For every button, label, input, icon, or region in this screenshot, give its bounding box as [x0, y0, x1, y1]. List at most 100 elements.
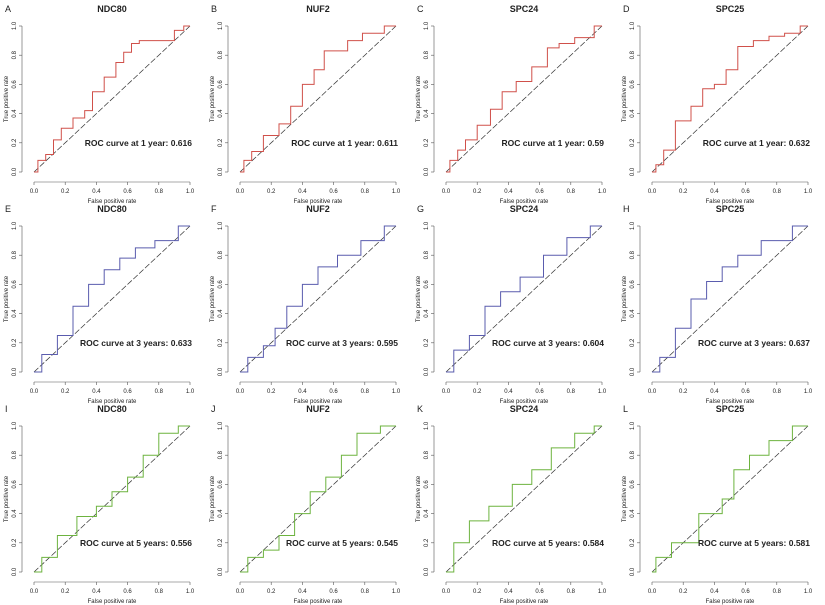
reference-diagonal — [445, 225, 603, 373]
x-tick-label: 0.2 — [267, 189, 276, 195]
roc-panel-l: L SPC25 0.0 0.0 0.2 0.2 0.4 0.4 0.6 0.6 0.8 0.8 1.0 1… — [622, 404, 813, 605]
y-tick-label: 0.8 — [218, 50, 224, 59]
x-tick-label: 0.6 — [741, 589, 750, 595]
x-tick-label: 0.8 — [567, 389, 576, 395]
x-tick-label: 0.6 — [535, 189, 544, 195]
roc-curve — [34, 425, 190, 573]
y-tick-label: 0.4 — [424, 309, 430, 318]
y-axis-label: True positive rate — [622, 275, 628, 322]
reference-diagonal — [33, 25, 191, 173]
reference-diagonal — [651, 25, 809, 173]
panel-title: NUF2 — [306, 404, 330, 414]
x-tick-label: 0.4 — [92, 389, 101, 395]
panel-title: SPC25 — [716, 404, 745, 414]
x-tick-label: 0.6 — [123, 589, 132, 595]
y-tick-label: 1.0 — [630, 21, 636, 30]
panel-title: NUF2 — [306, 4, 330, 14]
y-axis-label: True positive rate — [622, 475, 628, 522]
x-tick-label: 0.0 — [30, 389, 39, 395]
y-tick-label: 0.4 — [12, 109, 18, 118]
x-tick-label: 1.0 — [392, 589, 401, 595]
y-tick-label: 0.6 — [218, 480, 224, 489]
y-tick-label: 0.6 — [630, 480, 636, 489]
x-tick-label: 0.8 — [567, 189, 576, 195]
x-tick-label: 1.0 — [186, 189, 195, 195]
auc-annotation: ROC curve at 3 years: 0.604 — [492, 338, 604, 348]
y-axis-label: True positive rate — [210, 75, 216, 122]
y-axis-label: True positive rate — [416, 75, 422, 122]
y-axis-label: True positive rate — [4, 75, 10, 122]
x-tick-label: 0.8 — [155, 389, 164, 395]
y-tick-label: 0.0 — [424, 567, 430, 576]
y-tick-label: 0.4 — [218, 109, 224, 118]
y-tick-label: 0.2 — [630, 338, 636, 347]
panel-label: B — [211, 4, 217, 14]
x-tick-label: 0.8 — [155, 589, 164, 595]
y-tick-label: 0.8 — [12, 250, 18, 259]
x-tick-label: 0.0 — [648, 189, 657, 195]
roc-panel-c: C SPC24 0.0 0.0 0.2 0.2 0.4 0.4 0.6 0.6 0.8 0.8 1.0 1… — [416, 4, 607, 205]
x-tick-label: 0.6 — [123, 189, 132, 195]
x-tick-label: 0.0 — [236, 389, 245, 395]
auc-annotation: ROC curve at 5 years: 0.556 — [80, 538, 192, 548]
y-tick-label: 1.0 — [12, 221, 18, 230]
panel-label: J — [211, 404, 216, 414]
panel-label: C — [417, 4, 424, 14]
y-tick-label: 0.6 — [424, 480, 430, 489]
auc-annotation: ROC curve at 3 years: 0.633 — [80, 338, 192, 348]
x-tick-label: 0.2 — [267, 589, 276, 595]
y-tick-label: 0.0 — [630, 167, 636, 176]
y-tick-label: 0.8 — [12, 450, 18, 459]
panel-label: A — [5, 4, 11, 14]
y-tick-label: 0.4 — [630, 109, 636, 118]
x-tick-label: 0.2 — [61, 389, 70, 395]
auc-annotation: ROC curve at 5 years: 0.581 — [698, 538, 810, 548]
x-tick-label: 1.0 — [804, 189, 813, 195]
x-tick-label: 0.0 — [236, 589, 245, 595]
x-tick-label: 0.4 — [298, 189, 307, 195]
x-tick-label: 0.2 — [267, 389, 276, 395]
panel-title: SPC25 — [716, 204, 745, 214]
x-tick-label: 0.8 — [567, 589, 576, 595]
x-tick-label: 1.0 — [598, 389, 607, 395]
y-tick-label: 0.0 — [218, 567, 224, 576]
x-tick-label: 0.2 — [473, 389, 482, 395]
x-tick-label: 0.0 — [442, 389, 451, 395]
y-tick-label: 0.6 — [424, 80, 430, 89]
x-tick-label: 1.0 — [804, 389, 813, 395]
auc-annotation: ROC curve at 1 year: 0.632 — [703, 138, 811, 148]
x-tick-label: 0.6 — [741, 189, 750, 195]
y-tick-label: 0.6 — [424, 280, 430, 289]
x-tick-label: 1.0 — [392, 189, 401, 195]
roc-curve — [652, 425, 808, 573]
x-tick-label: 1.0 — [804, 589, 813, 595]
roc-curve — [240, 225, 396, 373]
reference-diagonal — [33, 225, 191, 373]
y-tick-label: 0.4 — [630, 509, 636, 518]
y-tick-label: 0.2 — [424, 138, 430, 147]
x-tick-label: 0.4 — [92, 189, 101, 195]
reference-diagonal — [239, 25, 397, 173]
y-tick-label: 1.0 — [630, 221, 636, 230]
y-tick-label: 0.8 — [12, 50, 18, 59]
y-tick-label: 0.4 — [424, 109, 430, 118]
y-tick-label: 0.0 — [12, 367, 18, 376]
auc-annotation: ROC curve at 1 year: 0.611 — [291, 138, 398, 148]
x-tick-label: 0.0 — [648, 589, 657, 595]
y-tick-label: 0.2 — [630, 138, 636, 147]
x-axis-label: False positive rate — [706, 199, 755, 205]
x-tick-label: 0.0 — [236, 189, 245, 195]
y-tick-label: 0.2 — [12, 138, 18, 147]
roc-panel-b: B NUF2 0.0 0.0 0.2 0.2 0.4 0.4 0.6 0.6 0.8 0.8 1.0 1.… — [210, 4, 401, 205]
x-tick-label: 0.6 — [741, 389, 750, 395]
roc-panel-f: F NUF2 0.0 0.0 0.2 0.2 0.4 0.4 0.6 0.6 0.8 0.8 1.0 1.… — [210, 204, 401, 405]
reference-diagonal — [445, 425, 603, 573]
x-axis-label: False positive rate — [706, 599, 755, 605]
roc-curve — [34, 225, 190, 373]
panel-label: E — [5, 204, 11, 214]
x-tick-label: 0.4 — [504, 589, 513, 595]
y-tick-label: 0.0 — [218, 367, 224, 376]
x-tick-label: 0.2 — [61, 189, 70, 195]
x-axis-label: False positive rate — [88, 399, 137, 405]
